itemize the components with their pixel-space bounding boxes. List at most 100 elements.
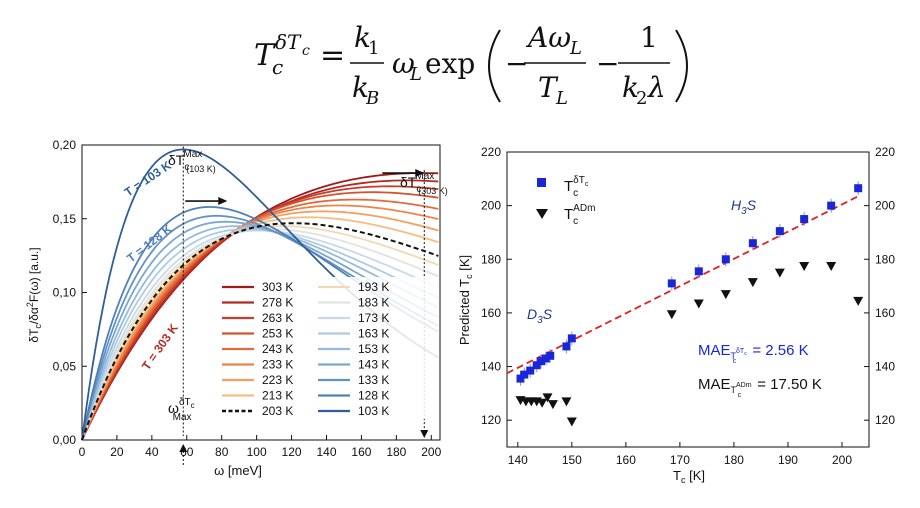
right-y-label: Predicted Tc [K] [457,255,474,345]
right-point-triangle [799,261,810,271]
right-x-tick-label: 190 [778,453,798,467]
svg-text:T = 128 K: T = 128 K [124,221,175,265]
right-point-triangle [853,296,864,306]
right-x-tick-label: 160 [616,453,636,467]
right-y-tick-label-right: 160 [875,306,895,320]
right-x-tick-label: 180 [724,453,744,467]
left-max-label-303: δTcMax (303 K) [400,171,448,196]
formula-omega-sub: L [409,64,422,85]
right-y-tick-label: 120 [481,413,501,427]
right-mae-secondary: MAETADm c = 17.50 K [698,376,822,399]
right-x-tick-label: 170 [670,453,690,467]
right-point-square [520,370,529,379]
right-point-triangle [542,393,553,403]
formula-one: 1 [640,21,658,54]
left-legend-label: 173 K [358,311,389,325]
right-point-triangle [693,299,704,309]
left-x-tick-label: 120 [282,445,302,459]
right-point-triangle [561,397,572,407]
left-x-tick-label: 140 [316,445,336,459]
formula-lhs-base: T [254,38,276,73]
right-chart: 140 150 160 170 180 190 200 120 120 140 140 160 160… [457,145,895,485]
svg-text:Predicted Tc [K]: Predicted Tc [K] [457,255,474,345]
right-point-square [526,366,535,375]
left-legend-label: 203 K [262,404,293,418]
left-legend-label: 263 K [262,311,293,325]
right-point-triangle [774,268,785,278]
left-y-tick-label: 0,10 [53,286,77,300]
left-curve-243k [81,198,439,441]
left-curve-233k [81,204,439,441]
right-point-triangle [826,261,837,271]
left-omega-max-label: ωδTc Max [168,397,195,423]
left-annotation-t103: T = 103 K [122,158,174,199]
right-point-square [546,351,555,360]
formula-exp: exp [425,47,475,80]
left-x-tick-label: 20 [110,445,124,459]
left-y-ticks: 0,00 0,05 0,10 0,15 0,20 [53,138,87,447]
formula-kB: k [352,71,369,104]
right-mae-primary: MAETδTc c = 2.56 K [698,342,809,365]
formula-k1: k [354,21,371,54]
left-y-tick-label: 0,05 [53,359,77,373]
left-legend-label: 133 K [358,373,389,387]
right-y-tick-label-right: 200 [875,199,895,213]
right-point-square [516,374,525,383]
left-y-tick-label: 0,20 [53,138,77,152]
left-x-tick-label: 100 [247,445,267,459]
right-points [515,181,864,427]
right-point-triangle [747,278,758,288]
left-curve-253k [81,191,439,441]
right-label-h3s: H3S [731,197,757,217]
formula-tl: T [538,71,559,104]
left-legend-label: 253 K [262,327,293,341]
right-y-tick-label: 160 [481,306,501,320]
left-x-tick-label: 80 [215,445,229,459]
left-legend-label: 128 K [358,389,389,403]
right-y-ticks: 120 120 140 140 160 160 180 180 200 200 220 220 [481,145,895,427]
right-point-square [532,361,541,370]
right-x-label: Tc [K] [673,468,705,485]
formula-omega: ω [392,47,415,80]
left-legend-label: 223 K [262,373,293,387]
left-arrowhead-303 [420,430,429,438]
right-point-triangle [547,400,558,410]
right-y-tick-label: 140 [481,360,501,374]
formula: T c δT c = k 1 k B ω L exp − Aω L T L − … [254,21,688,109]
formula-right-paren [675,29,688,103]
right-point-square [800,215,809,224]
right-point-triangle [566,417,577,427]
left-chart: 0 20 40 60 80 100 120 140 160 180 200 0,000,050,10… [25,138,448,478]
left-y-label: δTc/δα2F(ω) [a.u.] [25,247,43,342]
right-y-tick-label-right: 220 [875,145,895,159]
right-plot-frame [506,151,870,448]
left-y-tick-label: 0,00 [53,433,77,447]
right-point-triangle [537,398,548,408]
right-y-tick-label: 180 [481,252,501,266]
right-point-square [537,357,546,366]
formula-lhs-sub: c [272,55,283,79]
right-x-tick-label: 200 [832,453,852,467]
right-legend-square-label: TcδTc [564,175,589,199]
left-curves [81,148,439,441]
svg-text:δTc/δα2F(ω) [a.u.]: δTc/δα2F(ω) [a.u.] [25,247,43,342]
left-legend-label: 153 K [358,342,389,356]
formula-minus-2: − [596,47,619,80]
right-point-triangle [720,290,731,300]
right-point-square [748,239,757,248]
formula-kB-sub: B [365,88,379,109]
right-point-square [721,255,730,264]
formula-equals: = [320,38,345,73]
left-x-label: ω [meV] [214,463,262,478]
left-horizontal-arrowhead-303 [415,169,425,178]
right-x-ticks: 140 150 160 170 180 190 200 [508,442,852,467]
right-point-square [541,354,550,363]
left-x-tick-label: 0 [79,445,86,459]
formula-k1-sub: 1 [368,38,379,59]
right-point-triangle [666,310,677,320]
right-label-d3s: D3S [527,306,553,326]
right-point-square [854,184,863,193]
left-legend-label: 183 K [358,296,389,310]
left-x-tick-label: 160 [351,445,371,459]
